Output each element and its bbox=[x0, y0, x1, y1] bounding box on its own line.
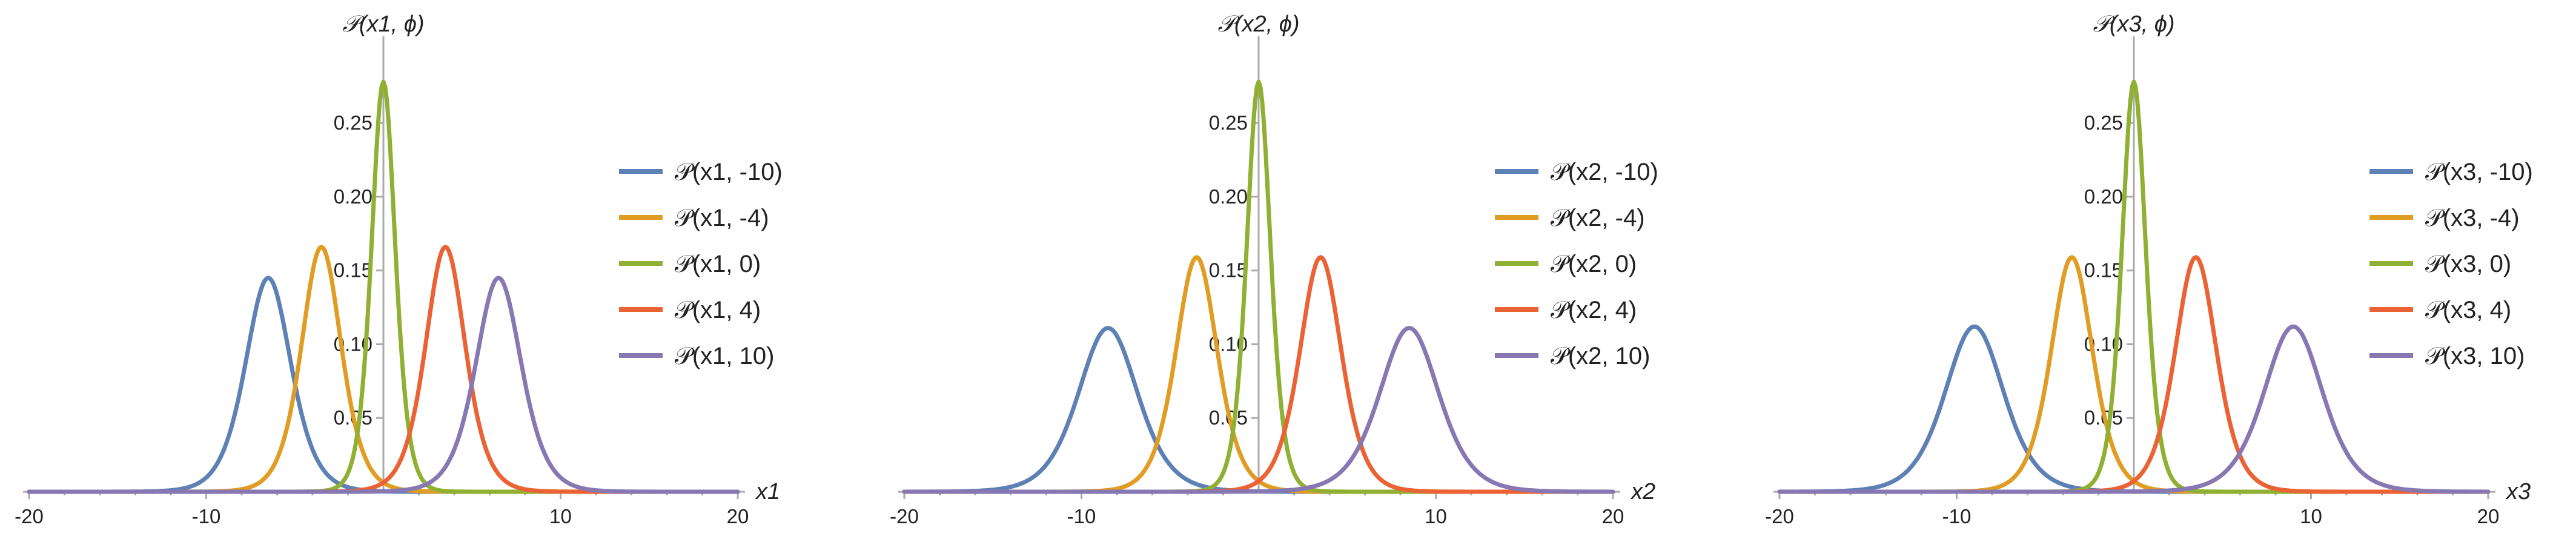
legend-label-phi-10: 𝒫(x1, 10) bbox=[675, 343, 774, 369]
y-tick-label: 0.20 bbox=[334, 185, 372, 208]
series-line-phi-10 bbox=[1777, 324, 2491, 494]
y-tick-label: 0.15 bbox=[2084, 259, 2123, 282]
x-tick-label: -10 bbox=[1067, 505, 1096, 527]
y-tick-label: 0.25 bbox=[334, 111, 372, 134]
legend-label-phi-0: 𝒫(x3, 0) bbox=[2425, 251, 2511, 277]
chart-panel-2: -20 -10 10 200.050.100.150.200.25𝒫(x2, ϕ)x2… bbox=[890, 12, 1658, 527]
x-tick-label: -10 bbox=[1942, 505, 1972, 527]
y-axis-label: 𝒫(x2, ϕ) bbox=[1217, 12, 1299, 37]
x-tick-label: -10 bbox=[192, 505, 221, 527]
legend-label-phi--4: 𝒫(x3, -4) bbox=[2425, 205, 2520, 231]
chart-panel-1: -20 -10 10 200.050.100.150.200.25𝒫(x1, ϕ)x1… bbox=[15, 12, 783, 527]
x-axis-label: x1 bbox=[755, 479, 780, 504]
x-axis-label: x3 bbox=[2505, 479, 2531, 504]
x-axis-label: x2 bbox=[1630, 479, 1655, 504]
legend-label-phi-4: 𝒫(x2, 4) bbox=[1551, 297, 1637, 323]
series-line-phi-10 bbox=[902, 326, 1615, 494]
legend-label-phi--10: 𝒫(x1, -10) bbox=[675, 159, 783, 185]
y-axis-label: 𝒫(x3, ϕ) bbox=[2093, 12, 2174, 37]
x-tick-label: 20 bbox=[727, 505, 749, 527]
legend-label-phi-10: 𝒫(x2, 10) bbox=[1551, 343, 1650, 369]
chart-panel-3: -20 -10 10 200.050.100.150.200.25𝒫(x3, ϕ)x3… bbox=[1765, 12, 2533, 527]
y-tick-label: 0.25 bbox=[1209, 111, 1248, 134]
x-tick-label: 20 bbox=[1602, 505, 1624, 527]
y-tick-label: 0.25 bbox=[2084, 111, 2123, 134]
y-tick-label: 0.15 bbox=[1209, 259, 1248, 282]
legend-label-phi-10: 𝒫(x3, 10) bbox=[2425, 343, 2525, 369]
legend-label-phi-4: 𝒫(x1, 4) bbox=[675, 297, 761, 323]
legend-label-phi--10: 𝒫(x2, -10) bbox=[1551, 159, 1658, 185]
legend: 𝒫(x2, -10) 𝒫(x2, -4) 𝒫(x2, 0) 𝒫(x2, 4) 𝒫(x2,… bbox=[1495, 159, 1658, 369]
y-axis-label: 𝒫(x1, ϕ) bbox=[342, 12, 424, 37]
legend-label-phi-4: 𝒫(x3, 4) bbox=[2425, 297, 2511, 323]
series-line-phi-10 bbox=[27, 276, 740, 494]
legend-label-phi--10: 𝒫(x3, -10) bbox=[2425, 159, 2533, 185]
x-tick-label: -20 bbox=[15, 505, 44, 527]
legend: 𝒫(x3, -10) 𝒫(x3, -4) 𝒫(x3, 0) 𝒫(x3, 4) 𝒫(x3,… bbox=[2369, 159, 2533, 369]
y-tick-label: 0.15 bbox=[334, 259, 372, 282]
y-tick-label: 0.20 bbox=[1209, 185, 1248, 208]
x-tick-label: -20 bbox=[890, 505, 919, 527]
legend: 𝒫(x1, -10) 𝒫(x1, -4) 𝒫(x1, 0) 𝒫(x1, 4) 𝒫(x1,… bbox=[619, 159, 783, 369]
x-tick-label: 10 bbox=[1425, 505, 1447, 527]
legend-label-phi--4: 𝒫(x1, -4) bbox=[675, 205, 769, 231]
y-tick-label: 0.20 bbox=[2084, 185, 2123, 208]
x-tick-label: 10 bbox=[549, 505, 572, 527]
x-tick-label: -20 bbox=[1765, 505, 1794, 527]
x-tick-label: 20 bbox=[2477, 505, 2500, 527]
legend-label-phi-0: 𝒫(x1, 0) bbox=[675, 251, 761, 277]
legend-label-phi-0: 𝒫(x2, 0) bbox=[1551, 251, 1637, 277]
x-tick-label: 10 bbox=[2300, 505, 2322, 527]
legend-label-phi--4: 𝒫(x2, -4) bbox=[1551, 205, 1645, 231]
